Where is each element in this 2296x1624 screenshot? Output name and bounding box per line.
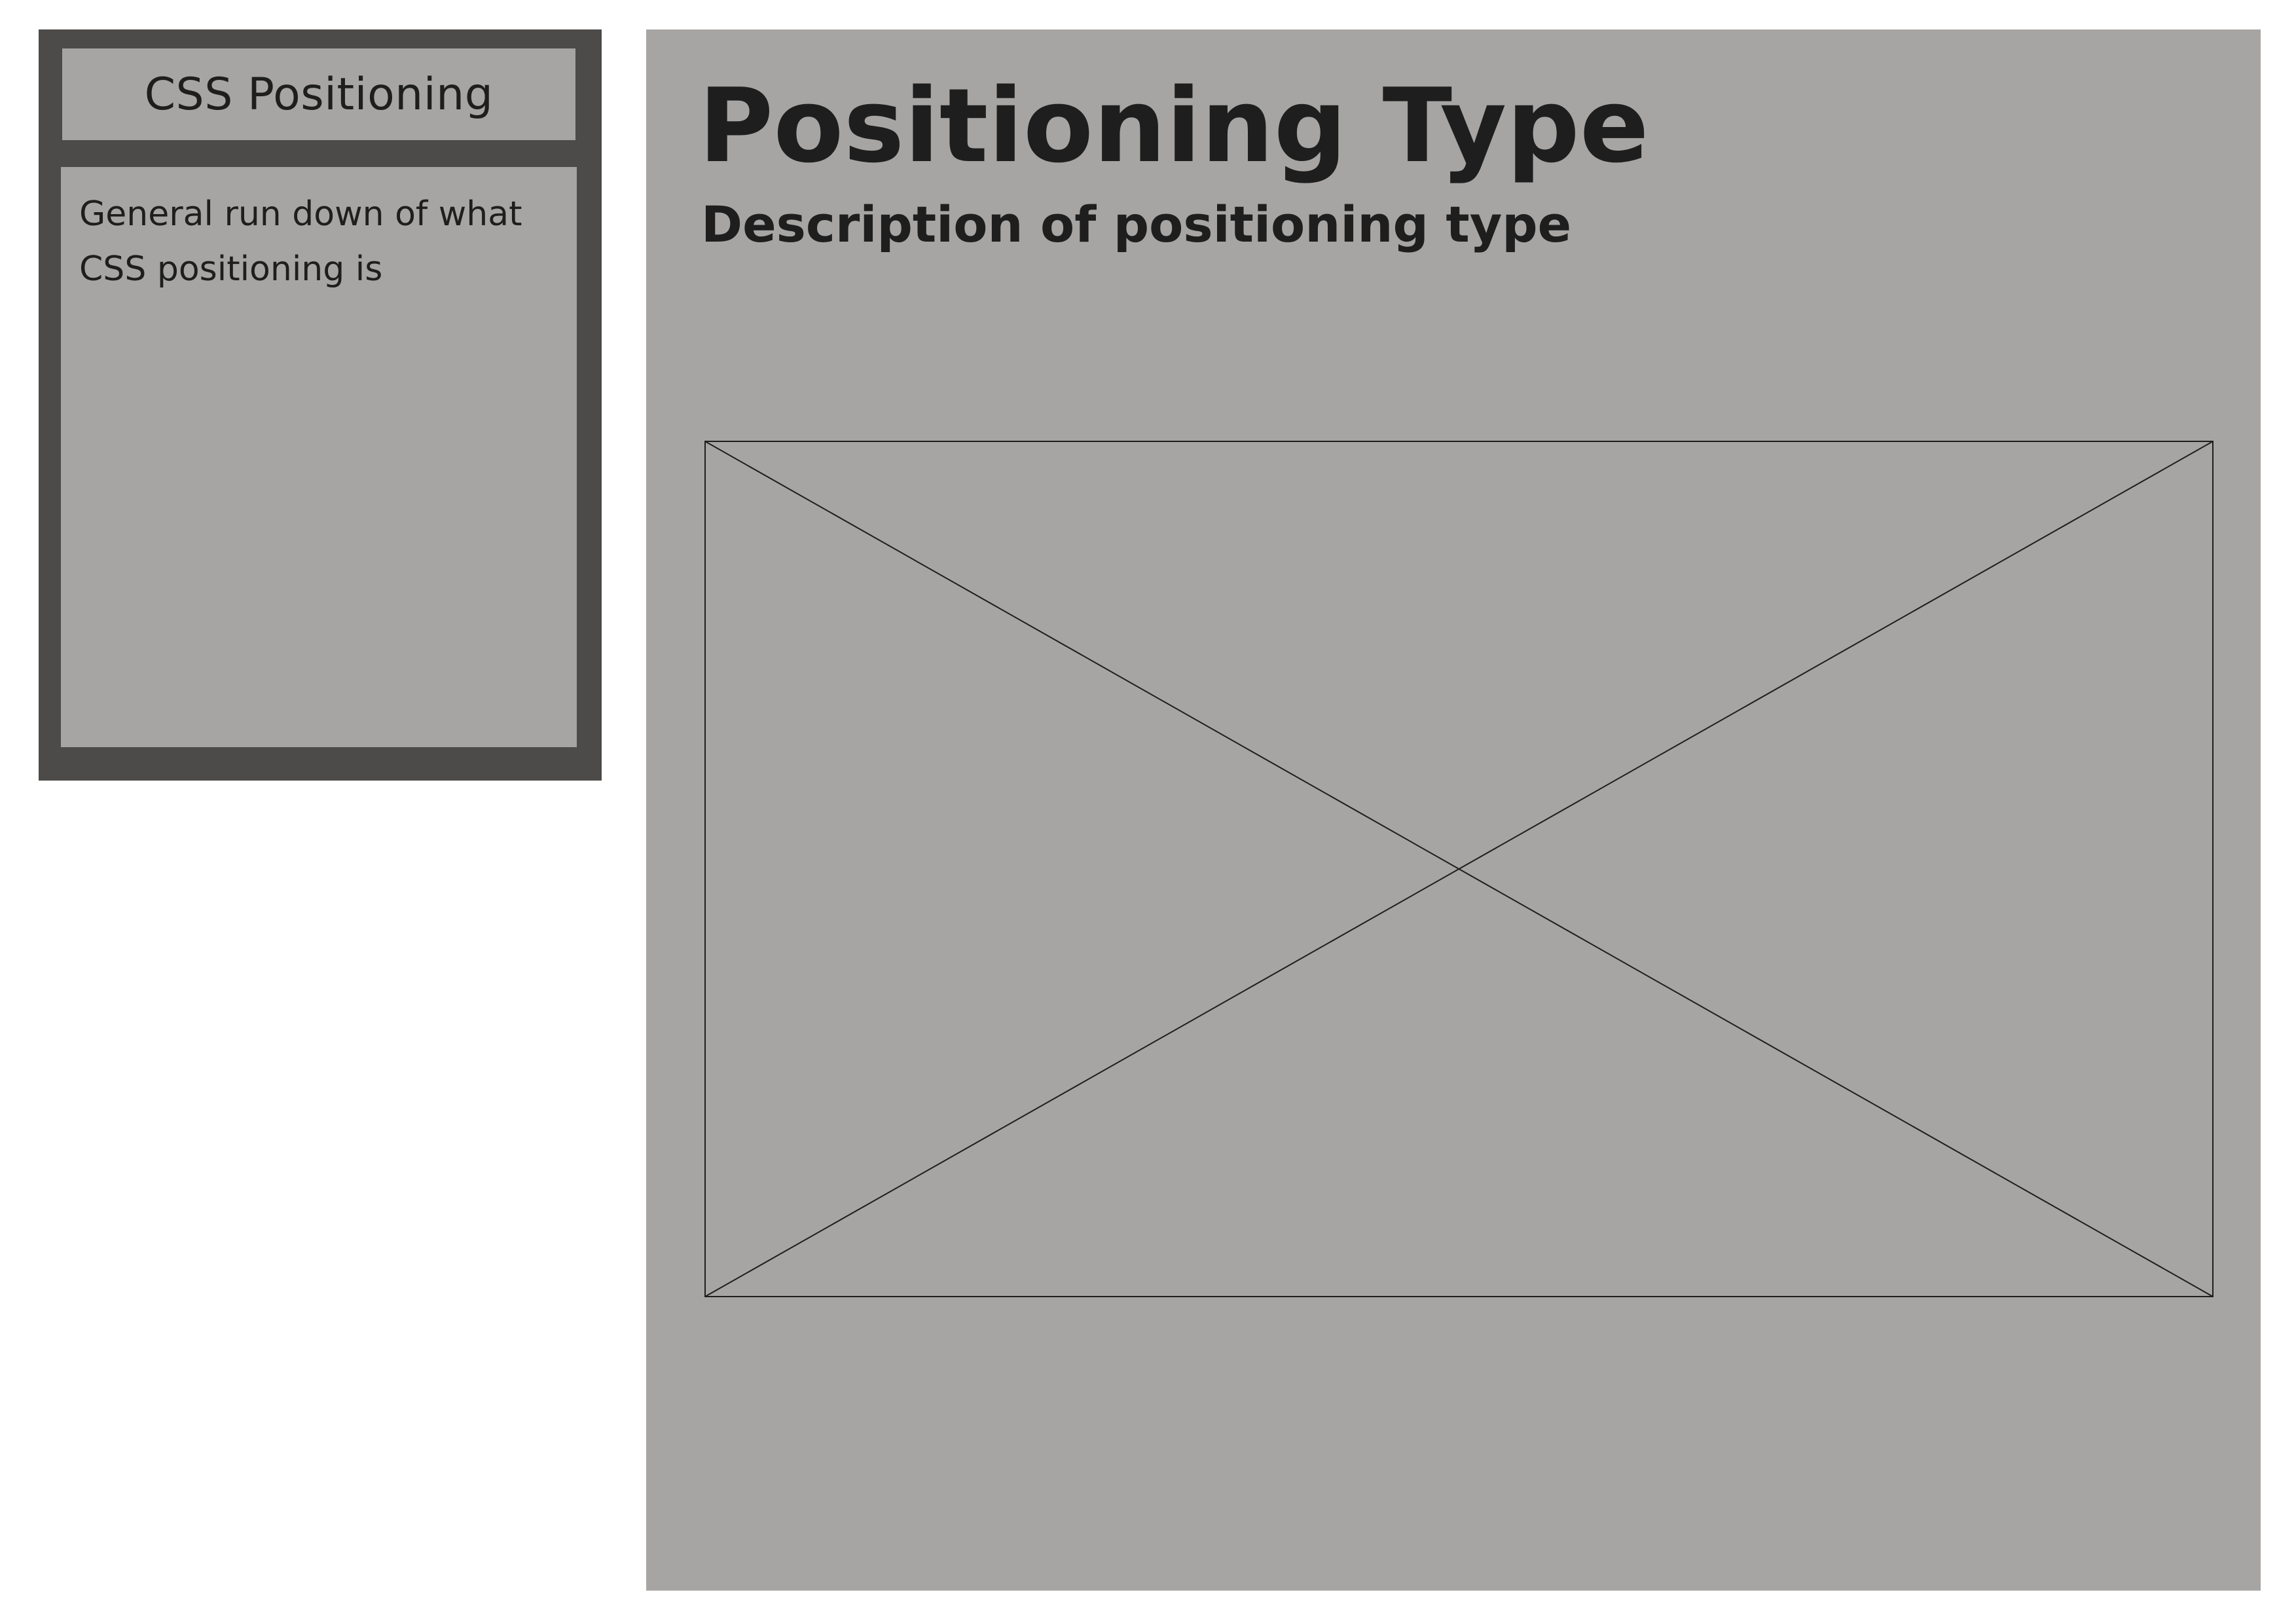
sidebar-header: CSS Positioning — [62, 48, 575, 140]
image-placeholder-icon — [704, 441, 2214, 1297]
sidebar-description: General run down of what CSS positioning… — [79, 194, 522, 289]
image-placeholder-graphic — [704, 441, 2214, 1297]
page-subtitle: Description of positioning type — [701, 195, 1572, 253]
sidebar-body: General run down of what CSS positioning… — [61, 167, 577, 747]
page-title: Positioning Type — [699, 66, 1649, 185]
placeholder-diagonal-up — [704, 441, 2214, 1297]
placeholder-frame — [704, 441, 2214, 1297]
main-panel: Positioning Type Description of position… — [646, 29, 2261, 1591]
sidebar-card: CSS Positioning General run down of what… — [39, 29, 602, 781]
sidebar-title: CSS Positioning — [144, 68, 494, 120]
